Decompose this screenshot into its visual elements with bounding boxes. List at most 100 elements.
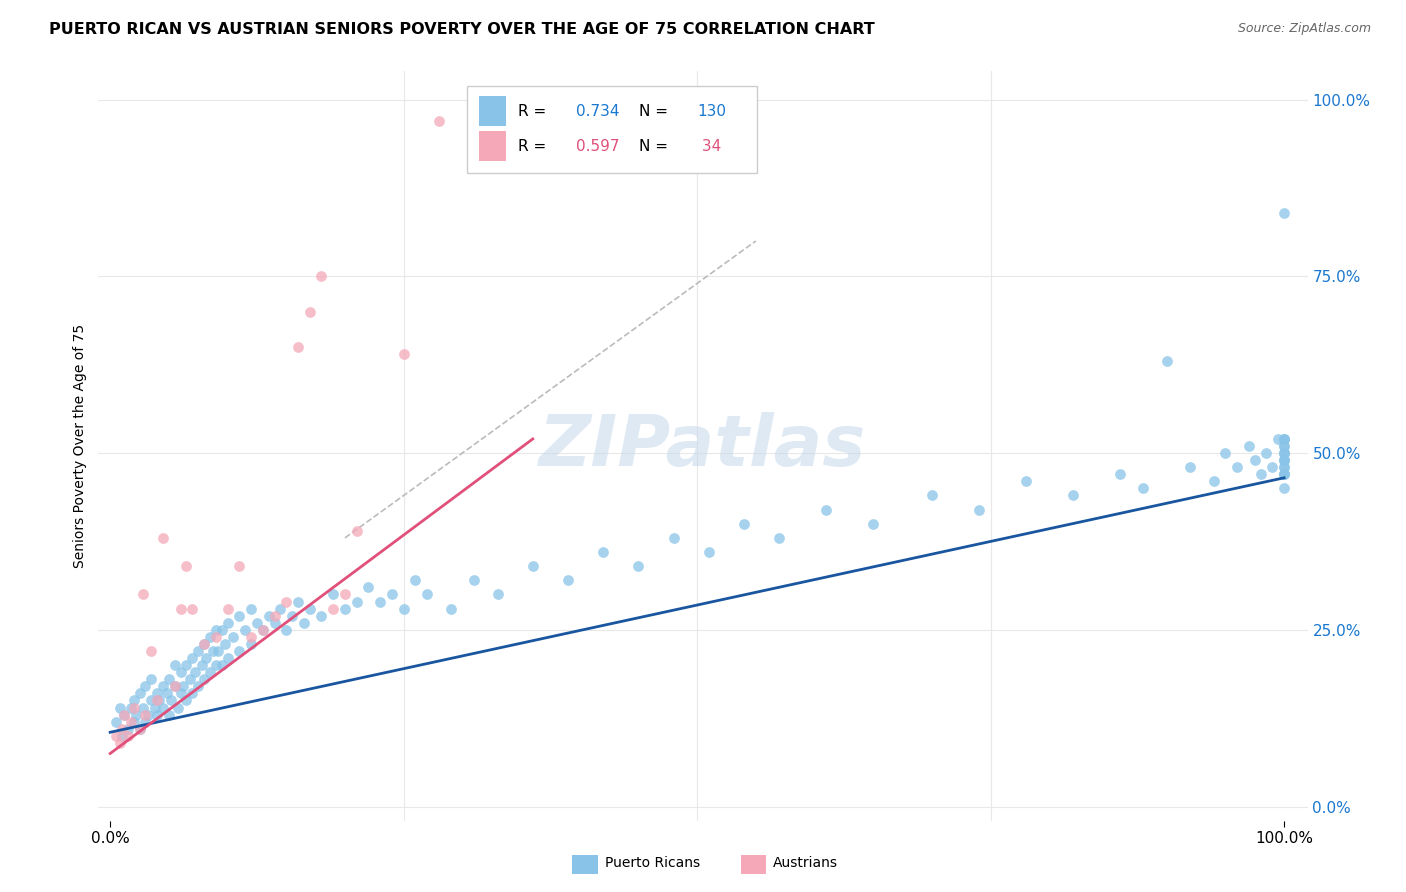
Point: [111, 729, 134, 743]
Point: [1272, 205, 1295, 219]
Point: [252, 623, 274, 637]
Point: [228, 644, 250, 658]
Point: [475, 113, 498, 128]
Point: [1272, 432, 1295, 446]
Point: [357, 580, 380, 594]
Point: [1108, 467, 1130, 482]
Point: [112, 707, 135, 722]
Point: [592, 545, 614, 559]
Point: [322, 587, 344, 601]
Point: [967, 502, 990, 516]
Point: [486, 587, 509, 601]
Point: [152, 700, 174, 714]
Point: [1272, 453, 1295, 467]
Point: [112, 707, 135, 722]
FancyBboxPatch shape: [479, 131, 506, 161]
Point: [105, 729, 128, 743]
Point: [172, 679, 194, 693]
Point: [281, 608, 304, 623]
Point: [1243, 453, 1265, 467]
Point: [627, 559, 650, 574]
Text: 0.734: 0.734: [576, 103, 620, 119]
Point: [193, 637, 215, 651]
Text: Austrians: Austrians: [773, 856, 838, 871]
Point: [439, 601, 461, 615]
Point: [269, 601, 291, 615]
Point: [463, 574, 485, 588]
Point: [214, 637, 236, 651]
Point: [921, 488, 943, 502]
Point: [207, 644, 229, 658]
Point: [146, 686, 169, 700]
Point: [181, 651, 204, 665]
Point: [122, 700, 145, 714]
Point: [276, 594, 298, 608]
Point: [257, 608, 280, 623]
Point: [146, 693, 169, 707]
Point: [322, 601, 344, 615]
Point: [163, 679, 186, 693]
Point: [1202, 475, 1225, 489]
Point: [381, 587, 404, 601]
Point: [333, 601, 356, 615]
Point: [128, 722, 150, 736]
Point: [1272, 467, 1295, 482]
Point: [1272, 446, 1295, 460]
Point: [1062, 488, 1084, 502]
Point: [217, 601, 239, 615]
Text: N =: N =: [638, 103, 673, 119]
Point: [217, 615, 239, 630]
Point: [148, 693, 170, 707]
Point: [202, 644, 225, 658]
Point: [311, 269, 333, 284]
Point: [862, 516, 884, 531]
Point: [198, 665, 221, 680]
Point: [136, 707, 159, 722]
Point: [134, 714, 156, 729]
Text: R =: R =: [517, 103, 551, 119]
Point: [176, 559, 198, 574]
Point: [1215, 446, 1237, 460]
Point: [157, 673, 180, 687]
Point: [522, 559, 544, 574]
Point: [117, 722, 139, 736]
Point: [263, 608, 285, 623]
Point: [211, 658, 233, 673]
Point: [122, 693, 145, 707]
Point: [298, 304, 321, 318]
Point: [141, 693, 163, 707]
Point: [1250, 467, 1272, 482]
Point: [193, 673, 215, 687]
Point: [276, 623, 298, 637]
Point: [228, 559, 250, 574]
Point: [163, 679, 186, 693]
Point: [1272, 460, 1295, 475]
Point: [204, 623, 226, 637]
Point: [211, 623, 233, 637]
Point: [217, 651, 239, 665]
Point: [183, 665, 205, 680]
Point: [195, 651, 218, 665]
Point: [1272, 439, 1295, 453]
Point: [198, 630, 221, 644]
Point: [240, 630, 263, 644]
Text: N =: N =: [638, 139, 673, 153]
Point: [1272, 460, 1295, 475]
Point: [1272, 446, 1295, 460]
Point: [815, 502, 838, 516]
Point: [134, 679, 156, 693]
Point: [1237, 439, 1260, 453]
Point: [146, 707, 169, 722]
Point: [1272, 453, 1295, 467]
Point: [1267, 432, 1289, 446]
Point: [252, 623, 274, 637]
Point: [204, 630, 226, 644]
Point: [132, 700, 155, 714]
Point: [392, 601, 415, 615]
Point: [108, 700, 131, 714]
Point: [1226, 460, 1249, 475]
Text: Source: ZipAtlas.com: Source: ZipAtlas.com: [1237, 22, 1371, 36]
Point: [298, 601, 321, 615]
Point: [176, 658, 198, 673]
Point: [733, 516, 755, 531]
